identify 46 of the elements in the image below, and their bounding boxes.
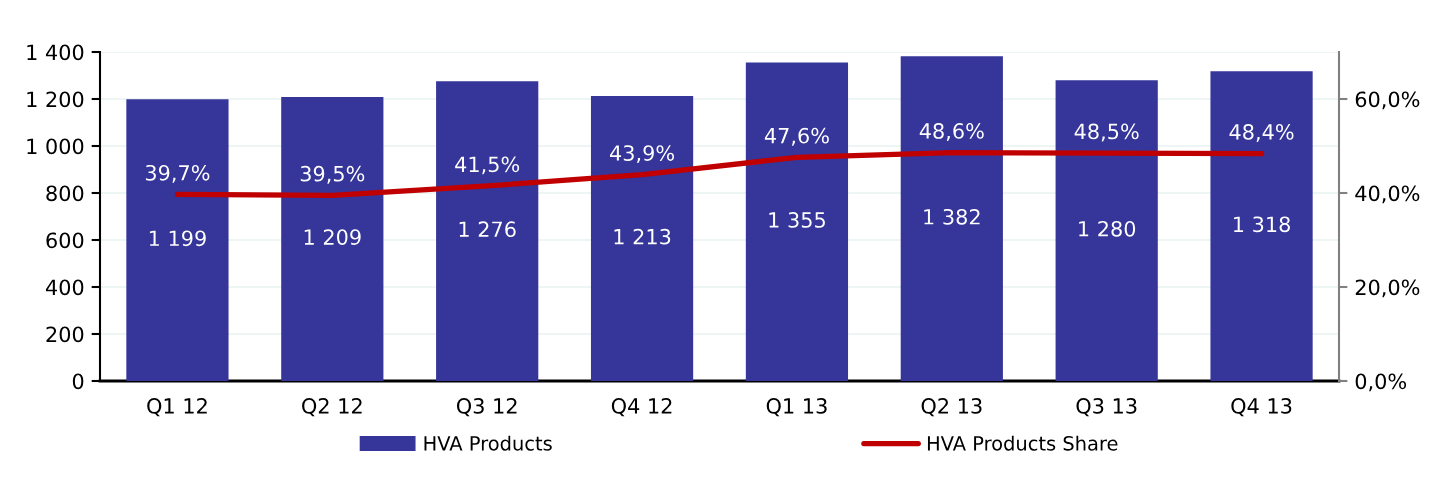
x-tick-label: Q1 12 xyxy=(147,398,207,417)
bar xyxy=(745,62,849,381)
y-tick-label: 200 xyxy=(46,326,84,343)
x-tick-label: Q3 12 xyxy=(456,398,517,417)
legend-label: HVA Products xyxy=(424,435,552,451)
legend-label: HVA Products Share xyxy=(927,435,1118,451)
data-label: 41,5% xyxy=(455,156,520,175)
data-label: 1 318 xyxy=(1234,216,1290,233)
y-tick-label: 800 xyxy=(46,185,84,202)
y2-tick-label: 20,0% xyxy=(1355,279,1420,298)
data-label: 48,5% xyxy=(1074,123,1139,142)
data-label: 47,6% xyxy=(764,127,829,146)
data-label: 43,9% xyxy=(609,145,674,164)
x-tick-label: Q4 12 xyxy=(611,398,672,417)
y2-tick-label: 40,0% xyxy=(1355,185,1420,204)
x-tick-label: Q1 13 xyxy=(766,398,827,417)
x-tick-label: Q2 12 xyxy=(302,398,362,417)
data-label: 1 382 xyxy=(924,208,980,225)
x-tick-label: Q4 13 xyxy=(1231,398,1292,417)
bar xyxy=(1055,80,1158,381)
y-tick-label: 400 xyxy=(45,279,84,296)
y-tick-label: 1 400 xyxy=(27,44,84,61)
bar xyxy=(1210,71,1313,381)
data-label: 1 280 xyxy=(1079,220,1136,237)
y-tick-label: 1 000 xyxy=(27,138,84,155)
y-tick-label: 0 xyxy=(72,373,84,390)
x-tick-label: Q3 13 xyxy=(1076,398,1137,417)
data-label: 39,5% xyxy=(300,165,365,184)
y-tick-label: 600 xyxy=(46,232,84,249)
data-label: 1 199 xyxy=(149,230,206,247)
bar xyxy=(126,99,229,381)
bar xyxy=(900,56,1003,381)
data-label: 1 276 xyxy=(459,221,516,238)
x-tick-label: Q2 13 xyxy=(921,398,982,417)
bar xyxy=(281,96,384,381)
y-tick-label: 1 200 xyxy=(27,91,84,108)
data-label: 48,4% xyxy=(1229,124,1294,142)
y2-tick-label: 60,0% xyxy=(1355,91,1420,110)
data-label: 1 209 xyxy=(304,229,361,245)
data-label: 48,6% xyxy=(919,123,984,141)
data-label: 39,7% xyxy=(145,164,210,183)
data-label: 1 213 xyxy=(614,228,671,245)
bar xyxy=(436,81,539,381)
data-label: 1 355 xyxy=(769,212,825,228)
y2-tick-label: 0,0% xyxy=(1355,373,1407,392)
bar xyxy=(590,95,694,381)
